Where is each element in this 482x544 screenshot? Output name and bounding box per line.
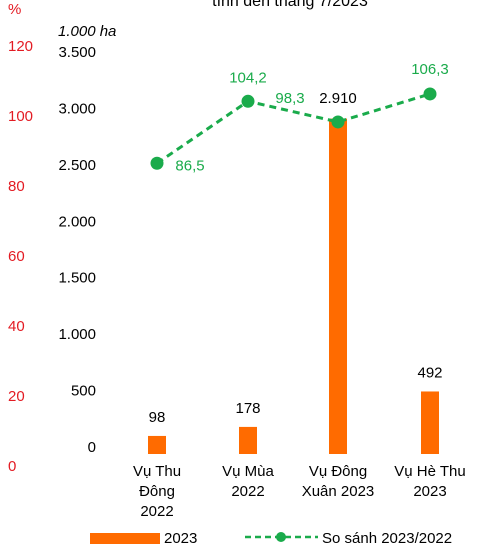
- legend-bar-label: 2023: [164, 530, 197, 544]
- value-axis-unit: 1.000 ha: [58, 23, 116, 40]
- legend-line-label: So sánh 2023/2022: [322, 530, 452, 544]
- category-label: Vụ Đông: [309, 463, 367, 480]
- value-tick-label: 0: [88, 439, 96, 456]
- line-value-label: 106,3: [411, 61, 449, 78]
- value-tick-label: 3.000: [58, 100, 96, 117]
- line-marker: [150, 156, 164, 170]
- percent-tick-label: 0: [8, 458, 16, 475]
- bar: [239, 426, 257, 454]
- percent-tick-label: 120: [8, 38, 33, 55]
- line-marker: [241, 94, 255, 108]
- legend: 2023 So sánh 2023/2022: [90, 530, 452, 544]
- bar-value-label: 98: [149, 409, 166, 426]
- bar: [148, 435, 166, 454]
- percent-tick-label: 60: [8, 248, 25, 265]
- category-label: 2023: [413, 483, 446, 500]
- percent-axis-unit: %: [8, 1, 21, 18]
- value-tick-label: 1.000: [58, 326, 96, 343]
- value-tick-label: 1.500: [58, 270, 96, 287]
- value-tick-label: 2.000: [58, 213, 96, 230]
- bar-value-label: 2.910: [319, 90, 357, 107]
- bar-value-label: 492: [417, 364, 442, 381]
- category-label: Đông: [139, 483, 175, 500]
- line-series: [150, 87, 437, 170]
- value-tick-label: 500: [71, 383, 96, 400]
- bar-labels: 98 178 2.910 492: [149, 90, 443, 426]
- category-label: Xuân 2023: [302, 483, 375, 500]
- value-tick-label: 2.500: [58, 157, 96, 174]
- bar-value-label: 178: [235, 400, 260, 417]
- percent-tick-label: 20: [8, 388, 25, 405]
- legend-line-marker: [276, 532, 286, 542]
- bar: [421, 391, 439, 454]
- legend-bar-swatch: [90, 533, 160, 544]
- bar: [329, 118, 347, 454]
- category-label: 2022: [231, 483, 264, 500]
- category-label: Vụ Hè Thu: [394, 463, 465, 480]
- category-label: Vụ Thu: [133, 463, 181, 480]
- category-label: 2022: [140, 503, 173, 520]
- percent-tick-label: 100: [8, 108, 33, 125]
- percent-tick-label: 40: [8, 318, 25, 335]
- percent-axis: 0 20 40 60 80 100 120: [8, 38, 33, 475]
- bar-series: [148, 118, 439, 454]
- series-line: [156, 92, 431, 165]
- line-value-label: 104,2: [229, 69, 267, 86]
- value-tick-label: 3.500: [58, 44, 96, 61]
- value-axis: 0 500 1.000 1.500 2.000 2.500 3.000 3.500: [58, 44, 96, 456]
- percent-tick-label: 80: [8, 178, 25, 195]
- line-marker: [331, 115, 345, 129]
- category-label: Vụ Mùa: [222, 463, 274, 480]
- line-marker: [423, 87, 437, 101]
- category-axis: Vụ Thu Đông 2022 Vụ Mùa 2022 Vụ Đông Xuân 2023…: [133, 463, 466, 520]
- chart-title: tính đến tháng 7/2023: [212, 0, 368, 10]
- line-value-label: 86,5: [175, 157, 204, 174]
- line-value-label: 98,3: [275, 90, 304, 107]
- line-labels: 86,5 104,2 98,3 106,3: [175, 61, 448, 174]
